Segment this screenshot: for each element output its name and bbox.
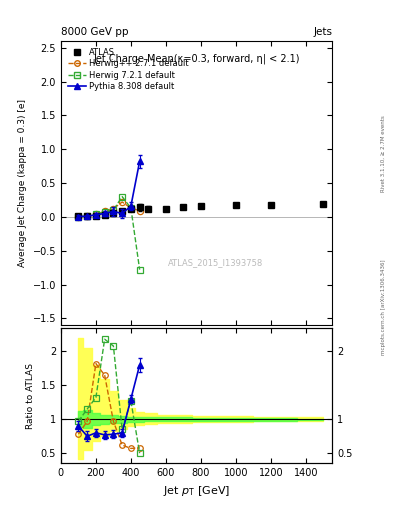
- Legend: ATLAS, Herwig++ 2.7.1 default, Herwig 7.2.1 default, Pythia 8.308 default: ATLAS, Herwig++ 2.7.1 default, Herwig 7.…: [65, 45, 191, 94]
- Text: mcplots.cern.ch [arXiv:1306.3436]: mcplots.cern.ch [arXiv:1306.3436]: [381, 260, 386, 355]
- X-axis label: Jet $p_{\mathrm{T}}$ [GeV]: Jet $p_{\mathrm{T}}$ [GeV]: [163, 484, 230, 498]
- Text: ATLAS_2015_I1393758: ATLAS_2015_I1393758: [168, 258, 263, 267]
- Text: Jet Charge Mean(κ=0.3, forward, η| < 2.1): Jet Charge Mean(κ=0.3, forward, η| < 2.1…: [93, 54, 300, 64]
- Text: 8000 GeV pp: 8000 GeV pp: [61, 27, 129, 37]
- Y-axis label: Average Jet Charge (kappa = 0.3) [e]: Average Jet Charge (kappa = 0.3) [e]: [18, 99, 27, 267]
- Text: Jets: Jets: [313, 27, 332, 37]
- Text: Rivet 3.1.10, ≥ 2.7M events: Rivet 3.1.10, ≥ 2.7M events: [381, 115, 386, 192]
- Y-axis label: Ratio to ATLAS: Ratio to ATLAS: [26, 362, 35, 429]
